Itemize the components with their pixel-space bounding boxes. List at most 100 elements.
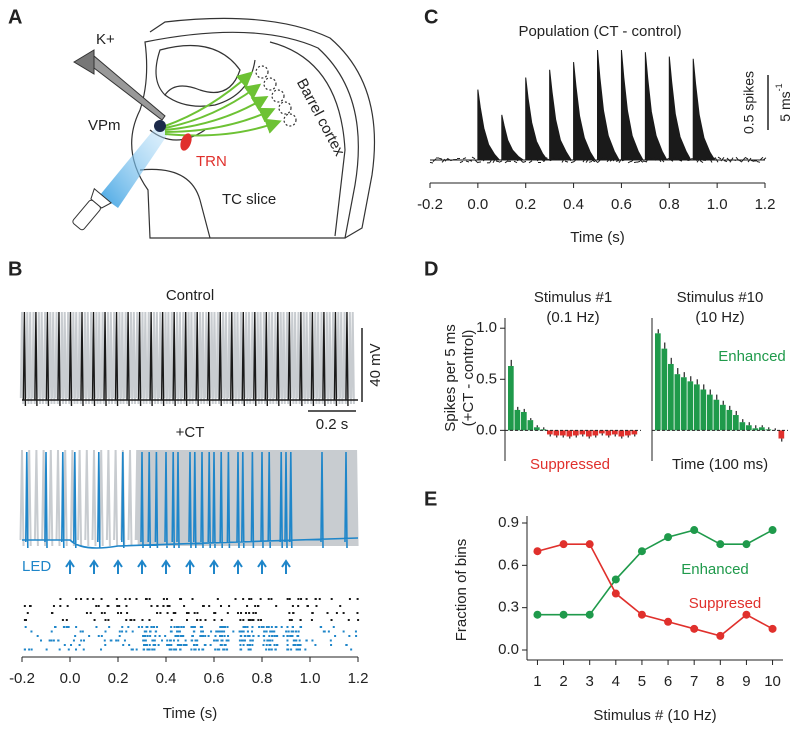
raster-dot — [115, 598, 118, 600]
raster-dot — [75, 598, 78, 600]
baseline-noise — [663, 157, 668, 161]
series-label: Suppresed — [689, 595, 762, 612]
raster-dot — [269, 630, 272, 633]
chart-title: Population (CT - control) — [518, 23, 681, 40]
baseline-noise — [447, 158, 452, 162]
bar — [508, 366, 514, 431]
baseline-noise — [675, 158, 680, 161]
baseline-noise — [600, 157, 605, 159]
panel-letter: B — [8, 258, 22, 280]
bar — [733, 415, 739, 431]
raster-dot — [103, 612, 106, 614]
raster-dot — [166, 639, 169, 642]
raster-dot — [239, 648, 242, 651]
diagram-label: TC slice — [222, 191, 276, 208]
raster-dot — [286, 598, 289, 600]
raster-dot — [220, 639, 223, 642]
baseline-noise — [645, 156, 650, 163]
x-tick-label: 2 — [559, 673, 567, 690]
raster-dot — [220, 635, 223, 637]
raster-dot — [217, 630, 220, 633]
raster-dot — [202, 605, 205, 607]
raster-dot — [249, 648, 252, 651]
raster-dot — [342, 612, 345, 614]
raster-dot — [182, 635, 185, 637]
annotation: Suppressed — [530, 456, 610, 473]
raster-dot — [287, 630, 290, 633]
raster-dot — [104, 630, 107, 633]
raster-dot — [252, 612, 255, 614]
raster-dot — [151, 639, 154, 642]
raster-dot — [246, 644, 249, 646]
raster-dot — [145, 630, 148, 633]
raster-dot — [213, 612, 216, 614]
raster-dot — [75, 626, 78, 628]
raster-dot — [80, 639, 83, 642]
point — [664, 533, 673, 542]
raster-dot — [118, 605, 121, 607]
baseline-noise — [591, 159, 596, 163]
raster-dot — [267, 626, 270, 628]
baseline-noise — [462, 157, 467, 160]
raster-dot — [153, 648, 156, 651]
baseline-noise — [444, 157, 449, 162]
raster-dot — [210, 630, 213, 633]
raster-dot — [159, 612, 162, 614]
raster-dot — [23, 648, 26, 651]
raster-dot — [242, 630, 245, 633]
raster-dot — [191, 598, 194, 600]
x-axis-label: Stimulus # (10 Hz) — [593, 707, 716, 724]
bar — [720, 404, 726, 431]
raster-dot — [97, 605, 100, 607]
raster-dot — [254, 612, 257, 614]
raster-dot — [25, 619, 28, 621]
raster-dot — [81, 630, 84, 633]
raster-dot — [166, 605, 169, 607]
raster-dot — [330, 644, 333, 646]
raster-dot — [286, 648, 289, 651]
raster-dot — [199, 635, 202, 637]
baseline-noise — [561, 157, 566, 163]
baseline-noise — [726, 157, 731, 162]
raster-dot — [196, 619, 199, 621]
raster-dot — [322, 630, 325, 633]
raster-dot — [142, 639, 145, 642]
raster-dot — [290, 619, 293, 621]
chart-subtitle: (0.1 Hz) — [546, 309, 599, 326]
cortex-border — [269, 41, 346, 237]
raster-dot — [249, 639, 252, 642]
x-tick-label: -0.2 — [417, 196, 443, 213]
raster-dot — [270, 648, 273, 651]
raster-dot — [145, 644, 148, 646]
raster-dot — [299, 619, 302, 621]
raster-dot — [215, 630, 218, 633]
raster-dot — [193, 630, 196, 633]
raster-dot — [244, 626, 247, 628]
raster-dot — [297, 598, 300, 600]
bar — [612, 430, 618, 435]
raster-dot — [214, 612, 217, 614]
point — [768, 624, 777, 633]
raster-dot — [129, 619, 132, 621]
bar — [759, 427, 765, 431]
baseline-noise — [651, 156, 656, 161]
raster-dot — [350, 648, 353, 651]
raster-dot — [201, 635, 204, 637]
raster-dot — [118, 630, 121, 633]
bar — [625, 430, 631, 436]
raster-dot — [88, 635, 91, 637]
bar — [618, 430, 625, 437]
bar — [668, 363, 674, 431]
raster-dot — [311, 612, 314, 614]
raster-dot — [151, 648, 154, 651]
baseline-noise — [468, 159, 473, 162]
raster-dot — [177, 630, 180, 633]
raster-dot — [123, 639, 126, 642]
baseline-noise — [594, 159, 599, 164]
raster-dot — [251, 626, 254, 628]
series-line — [537, 529, 773, 616]
raster-dot — [227, 639, 230, 642]
raster-dot — [222, 626, 225, 628]
raster-dot — [70, 644, 73, 646]
raster-dot — [201, 626, 204, 628]
